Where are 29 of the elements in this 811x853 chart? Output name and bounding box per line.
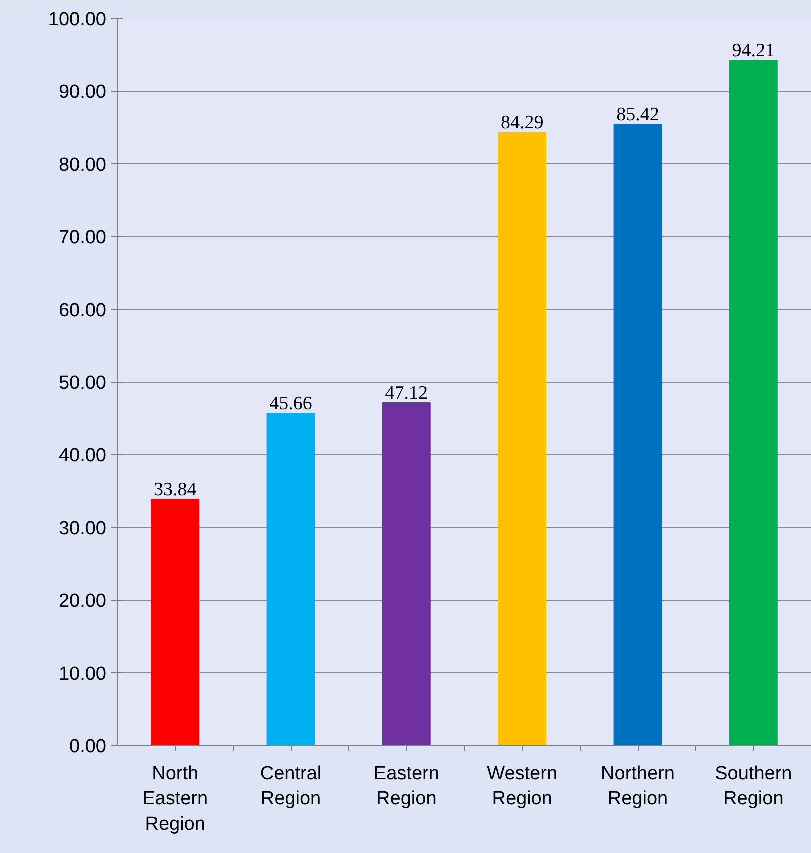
x-tick-label: Eastern Region (374, 764, 440, 810)
bar (266, 413, 316, 746)
y-tick-label: 80.00 (58, 154, 106, 176)
data-label: 47.12 (385, 382, 428, 404)
y-tick-label: 70.00 (58, 228, 106, 249)
bar (729, 60, 778, 746)
data-label: 85.42 (616, 104, 660, 126)
bar (614, 124, 662, 746)
y-tick-label: 60.00 (58, 300, 106, 322)
y-tick-label: 0.00 (70, 736, 107, 758)
y-tick-label: 50.00 (58, 373, 106, 394)
bar (382, 402, 431, 746)
data-label: 84.29 (500, 112, 544, 134)
bar (498, 132, 547, 746)
x-tick-label: Southern Region (715, 764, 792, 810)
y-tick-label: 100.00 (48, 10, 107, 30)
y-tick-label: 40.00 (58, 446, 106, 467)
y-tick-label: 10.00 (58, 664, 106, 685)
x-tick-label: Western Region (487, 764, 558, 810)
data-label: 45.66 (270, 394, 312, 415)
y-tick-label: 20.00 (58, 591, 106, 612)
data-label: 94.21 (732, 40, 776, 62)
y-tick-label: 90.00 (58, 82, 106, 104)
x-tick-label: Central Region (260, 764, 322, 810)
y-tick-label: 30.00 (58, 518, 106, 540)
bar (151, 498, 200, 746)
x-tick-label: Northern Region (601, 764, 675, 810)
data-label: 33.84 (154, 479, 198, 500)
x-tick-label: North Eastern Region (142, 764, 208, 835)
